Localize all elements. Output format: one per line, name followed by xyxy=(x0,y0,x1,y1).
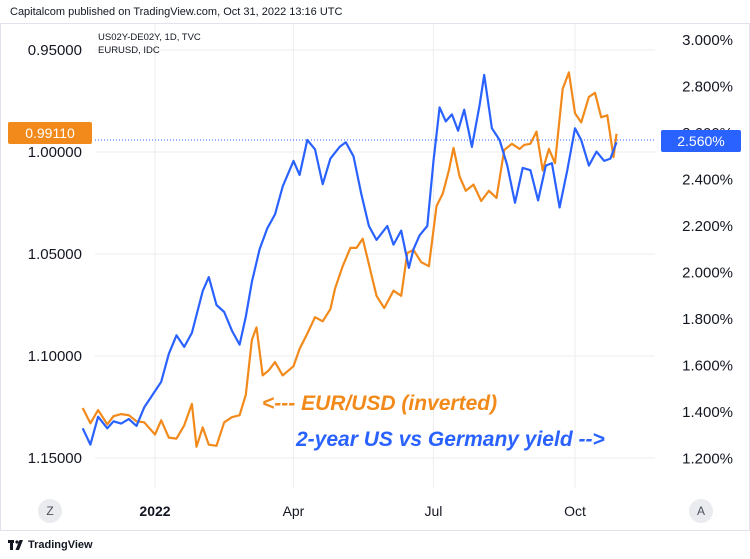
left-tick-label: 1.00000 xyxy=(28,144,82,161)
right-tick-label: 3.000% xyxy=(682,32,733,49)
right-tick-label: 1.800% xyxy=(682,311,733,328)
annotation-eurusd: <--- EUR/USD (inverted) xyxy=(262,392,497,415)
x-axis: 2022 Apr Jul Oct xyxy=(139,503,586,519)
eurusd-series-line xyxy=(81,71,618,448)
eurusd-last-value: 0.99110 xyxy=(25,125,75,141)
right-tick-label: 1.200% xyxy=(682,451,733,468)
left-axis: 0.95000 1.00000 1.05000 1.10000 1.15000 xyxy=(28,42,82,467)
grid xyxy=(95,24,655,488)
yield-last-value: 2.560% xyxy=(677,133,724,149)
left-tick-label: 1.15000 xyxy=(28,450,82,467)
right-tick-label: 1.400% xyxy=(682,404,733,421)
x-tick-label: Jul xyxy=(425,503,443,519)
left-tick-label: 1.05000 xyxy=(28,246,82,263)
series-layer xyxy=(81,71,618,448)
tradingview-logo-icon xyxy=(8,540,23,550)
footer-brand-text: TradingView xyxy=(28,539,93,551)
plot-border xyxy=(0,23,750,531)
left-tick-label: 1.10000 xyxy=(28,348,82,365)
legend-series-eurusd[interactable]: EURUSD, IDC xyxy=(98,45,160,56)
legend-series-yield[interactable]: US02Y-DE02Y, 1D, TVC xyxy=(98,32,201,43)
yield-last-badge xyxy=(661,130,741,152)
footer-brand[interactable]: TradingView xyxy=(8,539,93,551)
annotation-yield: 2-year US vs Germany yield --> xyxy=(295,428,605,451)
right-tick-label: 1.600% xyxy=(682,358,733,375)
x-tick-label: Oct xyxy=(564,503,586,519)
zoom-button[interactable]: Z xyxy=(38,499,62,523)
right-tick-label: 2.000% xyxy=(682,265,733,282)
eurusd-last-badge xyxy=(8,122,92,144)
yield-series-line xyxy=(81,73,618,446)
publish-header: Capitalcom published on TradingView.com,… xyxy=(10,6,343,18)
auto-scale-button[interactable]: A xyxy=(689,499,713,523)
right-tick-label: 2.200% xyxy=(682,218,733,235)
right-axis: 3.000%2.800%2.600%2.400%2.200%2.000%1.80… xyxy=(682,32,733,468)
right-tick-label: 2.800% xyxy=(682,79,733,96)
series-legend: US02Y-DE02Y, 1D, TVC EURUSD, IDC xyxy=(98,31,201,57)
right-tick-label: 2.400% xyxy=(682,172,733,189)
x-tick-label: 2022 xyxy=(139,503,170,519)
left-tick-label: 0.95000 xyxy=(28,42,82,59)
x-tick-label: Apr xyxy=(283,503,305,519)
